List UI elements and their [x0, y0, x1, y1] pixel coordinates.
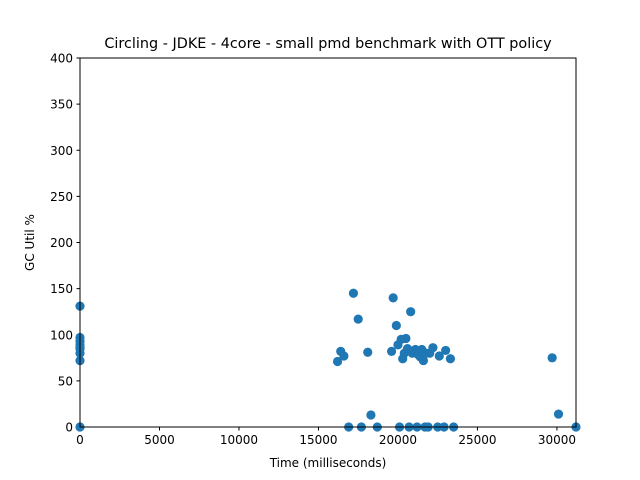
y-tick-label: 150 — [50, 282, 73, 296]
chart-title: Circling - JDKE - 4core - small pmd benc… — [104, 36, 552, 52]
plot-frame — [79, 57, 577, 428]
x-tick-label: 0 — [76, 433, 84, 447]
data-point — [428, 343, 438, 353]
data-point — [366, 410, 376, 420]
y-tick-label: 400 — [50, 52, 73, 66]
axis-ticks: 0 5000 10000 15000 20000 25000 30000 0 50 100 150 2… — [50, 52, 576, 448]
data-point — [406, 307, 416, 317]
x-axis-label: Time (milliseconds) — [269, 456, 387, 470]
x-tick-label: 10000 — [220, 433, 258, 447]
data-point — [441, 345, 451, 356]
x-tick-label: 25000 — [458, 433, 496, 447]
data-point — [353, 314, 363, 324]
x-tick-label: 30000 — [538, 433, 576, 447]
data-point — [348, 288, 359, 298]
y-tick-label: 100 — [50, 328, 73, 342]
y-axis-label: GC Util % — [23, 214, 37, 271]
data-point — [418, 355, 428, 366]
data-point — [363, 347, 373, 357]
y-tick-label: 300 — [50, 144, 73, 158]
y-tick-label: 350 — [50, 98, 73, 112]
y-tick-label: 0 — [65, 421, 73, 435]
data-point — [339, 351, 349, 361]
data-point — [388, 293, 398, 303]
x-tick-label: 20000 — [379, 433, 417, 447]
data-point — [445, 354, 456, 364]
data-point — [547, 353, 557, 363]
data-point — [553, 409, 564, 419]
x-tick-label: 15000 — [299, 433, 337, 447]
data-point — [391, 320, 401, 331]
data-points — [75, 288, 581, 432]
y-tick-label: 200 — [50, 236, 73, 250]
data-point — [401, 333, 411, 344]
x-tick-label: 5000 — [144, 433, 175, 447]
y-tick-label: 250 — [50, 190, 73, 204]
data-point — [434, 351, 444, 361]
data-point — [386, 346, 397, 356]
data-point — [332, 356, 343, 367]
y-tick-label: 50 — [58, 374, 73, 388]
